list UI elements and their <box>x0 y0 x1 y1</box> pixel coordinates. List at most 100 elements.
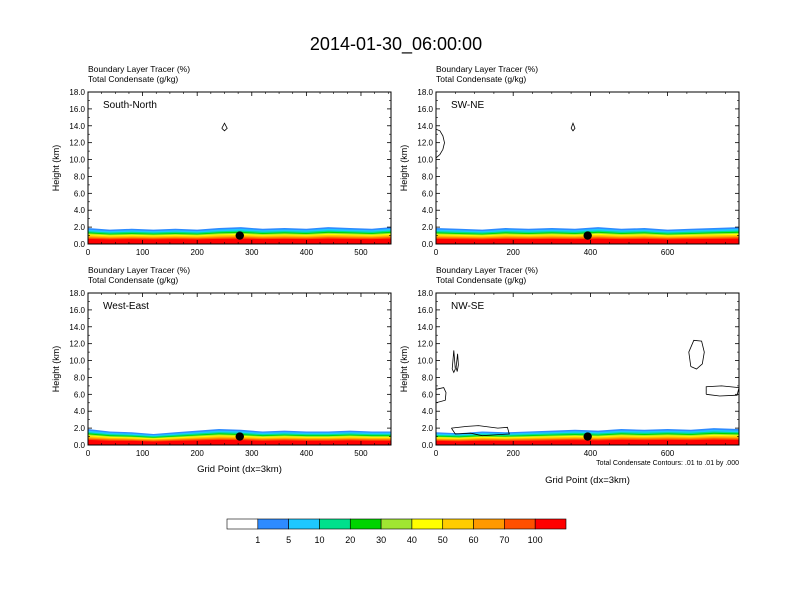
x-tick-label: 400 <box>584 248 598 257</box>
x-tick-label: 500 <box>354 449 368 458</box>
y-axis-label: Height (km) <box>51 346 61 393</box>
tracer-band-9 <box>436 238 739 244</box>
legend-label: 1 <box>255 535 260 545</box>
y-tick-label: 12.0 <box>417 340 433 349</box>
x-axis-label: Grid Point (dx=3km) <box>545 475 630 486</box>
panel-label: West-East <box>103 301 149 312</box>
plot-frame <box>435 292 740 446</box>
location-marker <box>235 231 244 240</box>
y-tick-label: 18.0 <box>417 88 433 97</box>
y-tick-label: 6.0 <box>74 189 86 198</box>
panel-label: NW-SE <box>451 301 484 312</box>
x-tick-label: 0 <box>434 449 439 458</box>
x-tick-label: 100 <box>136 449 150 458</box>
condensate-contour-4 <box>705 385 739 397</box>
y-tick-label: 12.0 <box>417 139 433 148</box>
legend-label: 30 <box>376 535 386 545</box>
y-tick-label: 16.0 <box>417 105 433 114</box>
condensate-contour-0 <box>221 122 228 132</box>
y-tick-label: 0.0 <box>422 441 434 450</box>
panel-label: SW-NE <box>451 100 484 111</box>
tracer-band-9 <box>88 238 391 244</box>
legend-swatch-1 <box>257 518 289 530</box>
panel-label: South-North <box>103 100 157 111</box>
x-tick-label: 300 <box>245 248 259 257</box>
y-tick-label: 8.0 <box>74 172 86 181</box>
panel-title-line: Boundary Layer Tracer (%) <box>436 265 538 275</box>
x-tick-label: 200 <box>191 449 205 458</box>
panel-south-north: 0.0 2.0 4.0 6.0 8.0 10.0 12.0 14.0 16.0 18.0 0 100 2… <box>51 64 392 257</box>
panel-title-line: Total Condensate (g/kg) <box>88 74 178 84</box>
y-tick-label: 0.0 <box>422 240 434 249</box>
y-tick-label: 10.0 <box>417 156 433 165</box>
x-tick-label: 600 <box>661 248 675 257</box>
y-axis-label: Height (km) <box>399 145 409 192</box>
y-tick-label: 2.0 <box>422 424 434 433</box>
x-tick-label: 200 <box>507 248 521 257</box>
y-tick-label: 4.0 <box>422 206 434 215</box>
contour-note: Total Condensate Contours: .01 to .01 by… <box>596 460 739 467</box>
y-tick-label: 10.0 <box>417 357 433 366</box>
legend-swatch-5 <box>380 518 413 530</box>
y-tick-label: 12.0 <box>69 340 85 349</box>
legend-label: 50 <box>438 535 448 545</box>
x-tick-label: 300 <box>245 449 259 458</box>
y-tick-label: 8.0 <box>422 172 434 181</box>
y-tick-label: 4.0 <box>74 206 86 215</box>
panel-title-line: Total Condensate (g/kg) <box>436 74 526 84</box>
x-tick-label: 400 <box>300 248 314 257</box>
x-tick-label: 500 <box>354 248 368 257</box>
legend-label: 20 <box>345 535 355 545</box>
y-tick-label: 0.0 <box>74 240 86 249</box>
legend-swatch-7 <box>442 518 474 530</box>
y-tick-label: 18.0 <box>69 88 85 97</box>
x-axis-label: Grid Point (dx=3km) <box>197 464 282 475</box>
panel-title-line: Boundary Layer Tracer (%) <box>88 265 190 275</box>
tracer-band-9 <box>88 439 391 445</box>
condensate-contour-5 <box>451 425 510 437</box>
figure-title: 2014-01-30_06:00:00 <box>310 34 482 55</box>
x-tick-label: 100 <box>136 248 150 257</box>
legend-swatch-0 <box>226 518 259 530</box>
legend-swatch-6 <box>411 518 444 530</box>
legend-swatch-2 <box>288 518 320 530</box>
legend-swatch-4 <box>349 518 382 530</box>
x-tick-label: 400 <box>300 449 314 458</box>
y-tick-label: 16.0 <box>69 306 85 315</box>
legend-label: 40 <box>407 535 417 545</box>
location-marker <box>583 432 592 441</box>
y-axis-label: Height (km) <box>399 346 409 393</box>
x-tick-label: 0 <box>86 248 91 257</box>
legend-label: 70 <box>499 535 509 545</box>
x-tick-label: 400 <box>584 449 598 458</box>
location-marker <box>235 432 244 441</box>
y-tick-label: 4.0 <box>74 407 86 416</box>
y-tick-label: 6.0 <box>74 390 86 399</box>
x-tick-label: 0 <box>86 449 91 458</box>
panel-title-line: Total Condensate (g/kg) <box>88 275 178 285</box>
panel-sw-ne: 0.0 2.0 4.0 6.0 8.0 10.0 12.0 14.0 16.0 18.0 0 200 4… <box>399 64 740 257</box>
y-tick-label: 10.0 <box>69 156 85 165</box>
legend-swatch-10 <box>534 518 567 530</box>
panel-title-line: Boundary Layer Tracer (%) <box>88 64 190 74</box>
legend-label: 100 <box>528 535 543 545</box>
panel-title-line: Total Condensate (g/kg) <box>436 275 526 285</box>
y-tick-label: 18.0 <box>417 289 433 298</box>
y-tick-label: 10.0 <box>69 357 85 366</box>
x-tick-label: 200 <box>507 449 521 458</box>
panel-title-line: Boundary Layer Tracer (%) <box>436 64 538 74</box>
y-tick-label: 2.0 <box>74 424 86 433</box>
condensate-contour-0 <box>570 122 576 132</box>
legend-swatch-3 <box>319 518 351 530</box>
y-tick-label: 0.0 <box>74 441 86 450</box>
location-marker <box>583 231 592 240</box>
y-tick-label: 6.0 <box>422 189 434 198</box>
y-tick-label: 14.0 <box>69 323 85 332</box>
y-tick-label: 6.0 <box>422 390 434 399</box>
color-legend: 1 5 10 20 30 40 50 60 70 100 <box>226 518 567 545</box>
y-tick-label: 8.0 <box>422 373 434 382</box>
legend-label: 5 <box>286 535 291 545</box>
y-tick-label: 14.0 <box>69 122 85 131</box>
x-tick-label: 600 <box>661 449 675 458</box>
